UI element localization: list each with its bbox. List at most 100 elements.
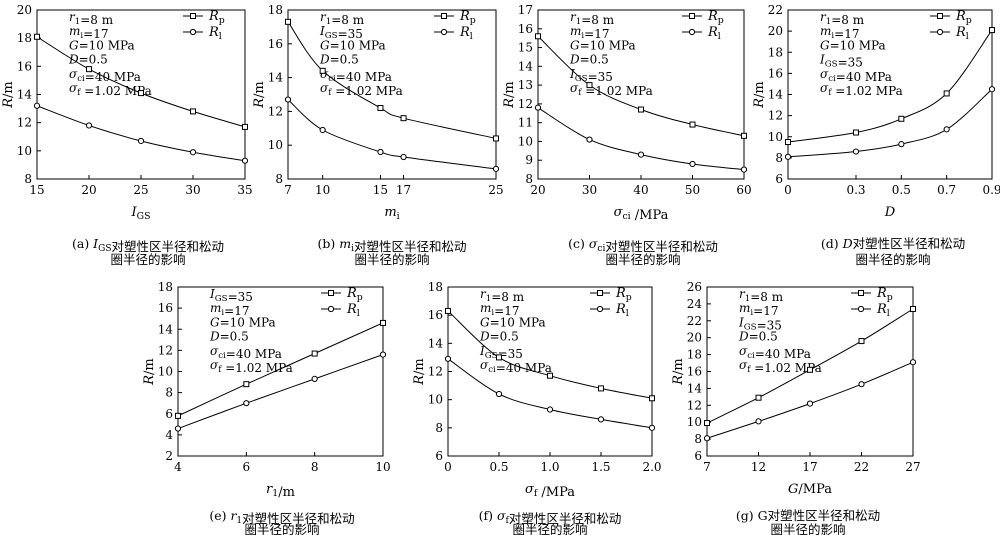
y-axis-label: R/m [412, 358, 427, 386]
legend-marker-circle [688, 28, 696, 36]
panel-b: 7 10 15 17 25 8 10 12 14 16 18 mi R/m r1=8 mIGS=35G=1… [252, 3, 504, 267]
panel-d: 0 0.3 0.5 0.7 0.9 6 8 10 12 14 16 18 20 22 D R/m r1=8 mm… [752, 3, 1000, 267]
x-tick-label: 1.0 [540, 460, 559, 474]
x-tick-label: 17 [396, 183, 411, 197]
data-point-Rl [241, 157, 249, 164]
panel-caption: (e) r1对塑性区半径和松动 [209, 508, 354, 526]
panel-a: 15 20 25 30 35 8 10 12 14 16 18 20 IGS R/m r1=8 mmi=17… [1, 3, 253, 267]
data-point-Rl [319, 126, 326, 134]
legend-label: Rp [459, 9, 476, 26]
y-tick-label: 15 [518, 41, 533, 55]
data-point-Rp [547, 372, 553, 379]
y-tick-label: 16 [768, 66, 783, 80]
x-tick-label: 15 [373, 183, 388, 197]
data-point-Rp [989, 27, 995, 34]
data-point-Rl [943, 126, 950, 133]
parameter-label: r1=8 m [820, 10, 865, 27]
y-tick-label: 14 [17, 88, 33, 102]
data-point-Rl [689, 160, 696, 168]
data-point-Rp [175, 412, 181, 419]
data-point-Rp [380, 319, 386, 326]
y-tick-label: 8 [275, 172, 283, 186]
panel-caption: (g) G对塑性区半径和松动 [736, 508, 880, 523]
parameter-label: G=10 MPa [570, 38, 636, 52]
parameter-label: D=0.5 [209, 330, 249, 344]
y-tick-label: 14 [158, 322, 174, 336]
panel-caption-line2: 圈半径的影响 [110, 252, 185, 267]
parameter-label: D=0.5 [479, 330, 519, 344]
data-point-Rl [379, 351, 387, 358]
panel-caption-line2: 圈半径的影响 [354, 252, 429, 267]
legend-marker-square [441, 13, 447, 19]
parameter-label: IGS=35 [209, 287, 253, 304]
y-tick-label: 12 [268, 104, 283, 118]
x-tick-label: 2.0 [642, 460, 661, 474]
data-point-Rp [807, 366, 813, 373]
panel-e: 4 6 8 1024681012141618r1/mR/mIGS=35mi=17G=1… [142, 280, 391, 535]
x-tick-label: 7 [703, 460, 711, 474]
x-axis-label: mi [384, 205, 399, 222]
legend-label: Rl [459, 25, 473, 42]
y-tick-label: 12 [158, 343, 173, 357]
parameter-label: σci=40 MPa [320, 67, 392, 84]
legend-marker-square [328, 290, 334, 296]
data-point-Rl [909, 359, 917, 366]
data-point-Rp [445, 307, 451, 314]
y-tick-label: 8 [694, 432, 702, 446]
data-point-Rl [174, 425, 182, 432]
legend-label: Rp [876, 286, 893, 303]
legend-label: Rp [955, 9, 972, 26]
y-tick-label: 12 [687, 398, 702, 412]
series-line-Rl [537, 107, 745, 171]
y-tick-label: 8 [165, 386, 173, 400]
data-point-Rp [243, 381, 250, 388]
parameter-label: mi=17 [739, 301, 778, 318]
data-point-Rp [285, 18, 291, 25]
legend-label: Rl [346, 302, 360, 319]
data-point-Rl [648, 424, 656, 431]
data-point-Rl [546, 406, 554, 413]
legend-marker-circle [440, 28, 448, 36]
legend-marker-square [190, 13, 196, 19]
data-point-Rp [535, 33, 541, 40]
parameter-label: σf =1.02 MPa [739, 358, 822, 375]
y-axis-label: R/m [752, 81, 767, 109]
legend-marker-square [597, 290, 603, 296]
y-axis-label: R/m [1, 81, 16, 109]
y-tick-label: 14 [768, 88, 784, 102]
y-tick-label: 16 [687, 365, 702, 379]
data-point-Rp [493, 135, 499, 142]
y-tick-label: 12 [17, 116, 32, 130]
x-axis-label: r1/m [266, 482, 295, 500]
parameter-label: σf =1.02 MPa [820, 81, 903, 98]
legend-marker-circle [596, 305, 604, 313]
y-tick-label: 24 [687, 297, 703, 311]
series-line-Rp [447, 310, 653, 399]
y-tick-label: 10 [768, 130, 783, 144]
data-point-Rp [34, 33, 40, 40]
parameter-label: r1=8 m [739, 287, 784, 304]
legend-marker-circle [857, 305, 865, 313]
data-point-Rp [586, 82, 593, 89]
y-tick-label: 22 [768, 3, 783, 17]
parameter-label: D=0.5 [738, 330, 778, 344]
legend-marker-circle [936, 28, 944, 36]
data-point-Rl [858, 381, 865, 388]
x-tick-label: 25 [133, 183, 148, 197]
data-point-Rl [637, 151, 645, 158]
parameter-label: D=0.5 [68, 53, 108, 67]
y-tick-label: 17 [518, 3, 533, 17]
x-tick-label: 10 [315, 183, 330, 197]
x-tick-label: 1.5 [591, 460, 610, 474]
panel-caption: (d) D对塑性区半径和松动 [821, 236, 965, 251]
x-axis-label: D [884, 205, 896, 220]
data-point-Rl [898, 141, 905, 148]
data-point-Rl [189, 149, 197, 156]
parameter-label: r1=8 m [570, 10, 615, 27]
x-axis-label: σci /MPa [614, 205, 669, 223]
data-point-Rl [703, 435, 711, 442]
x-tick-label: 4 [174, 460, 182, 474]
data-point-Rp [319, 67, 326, 74]
y-tick-label: 13 [518, 78, 533, 92]
data-point-Rp [400, 115, 407, 122]
